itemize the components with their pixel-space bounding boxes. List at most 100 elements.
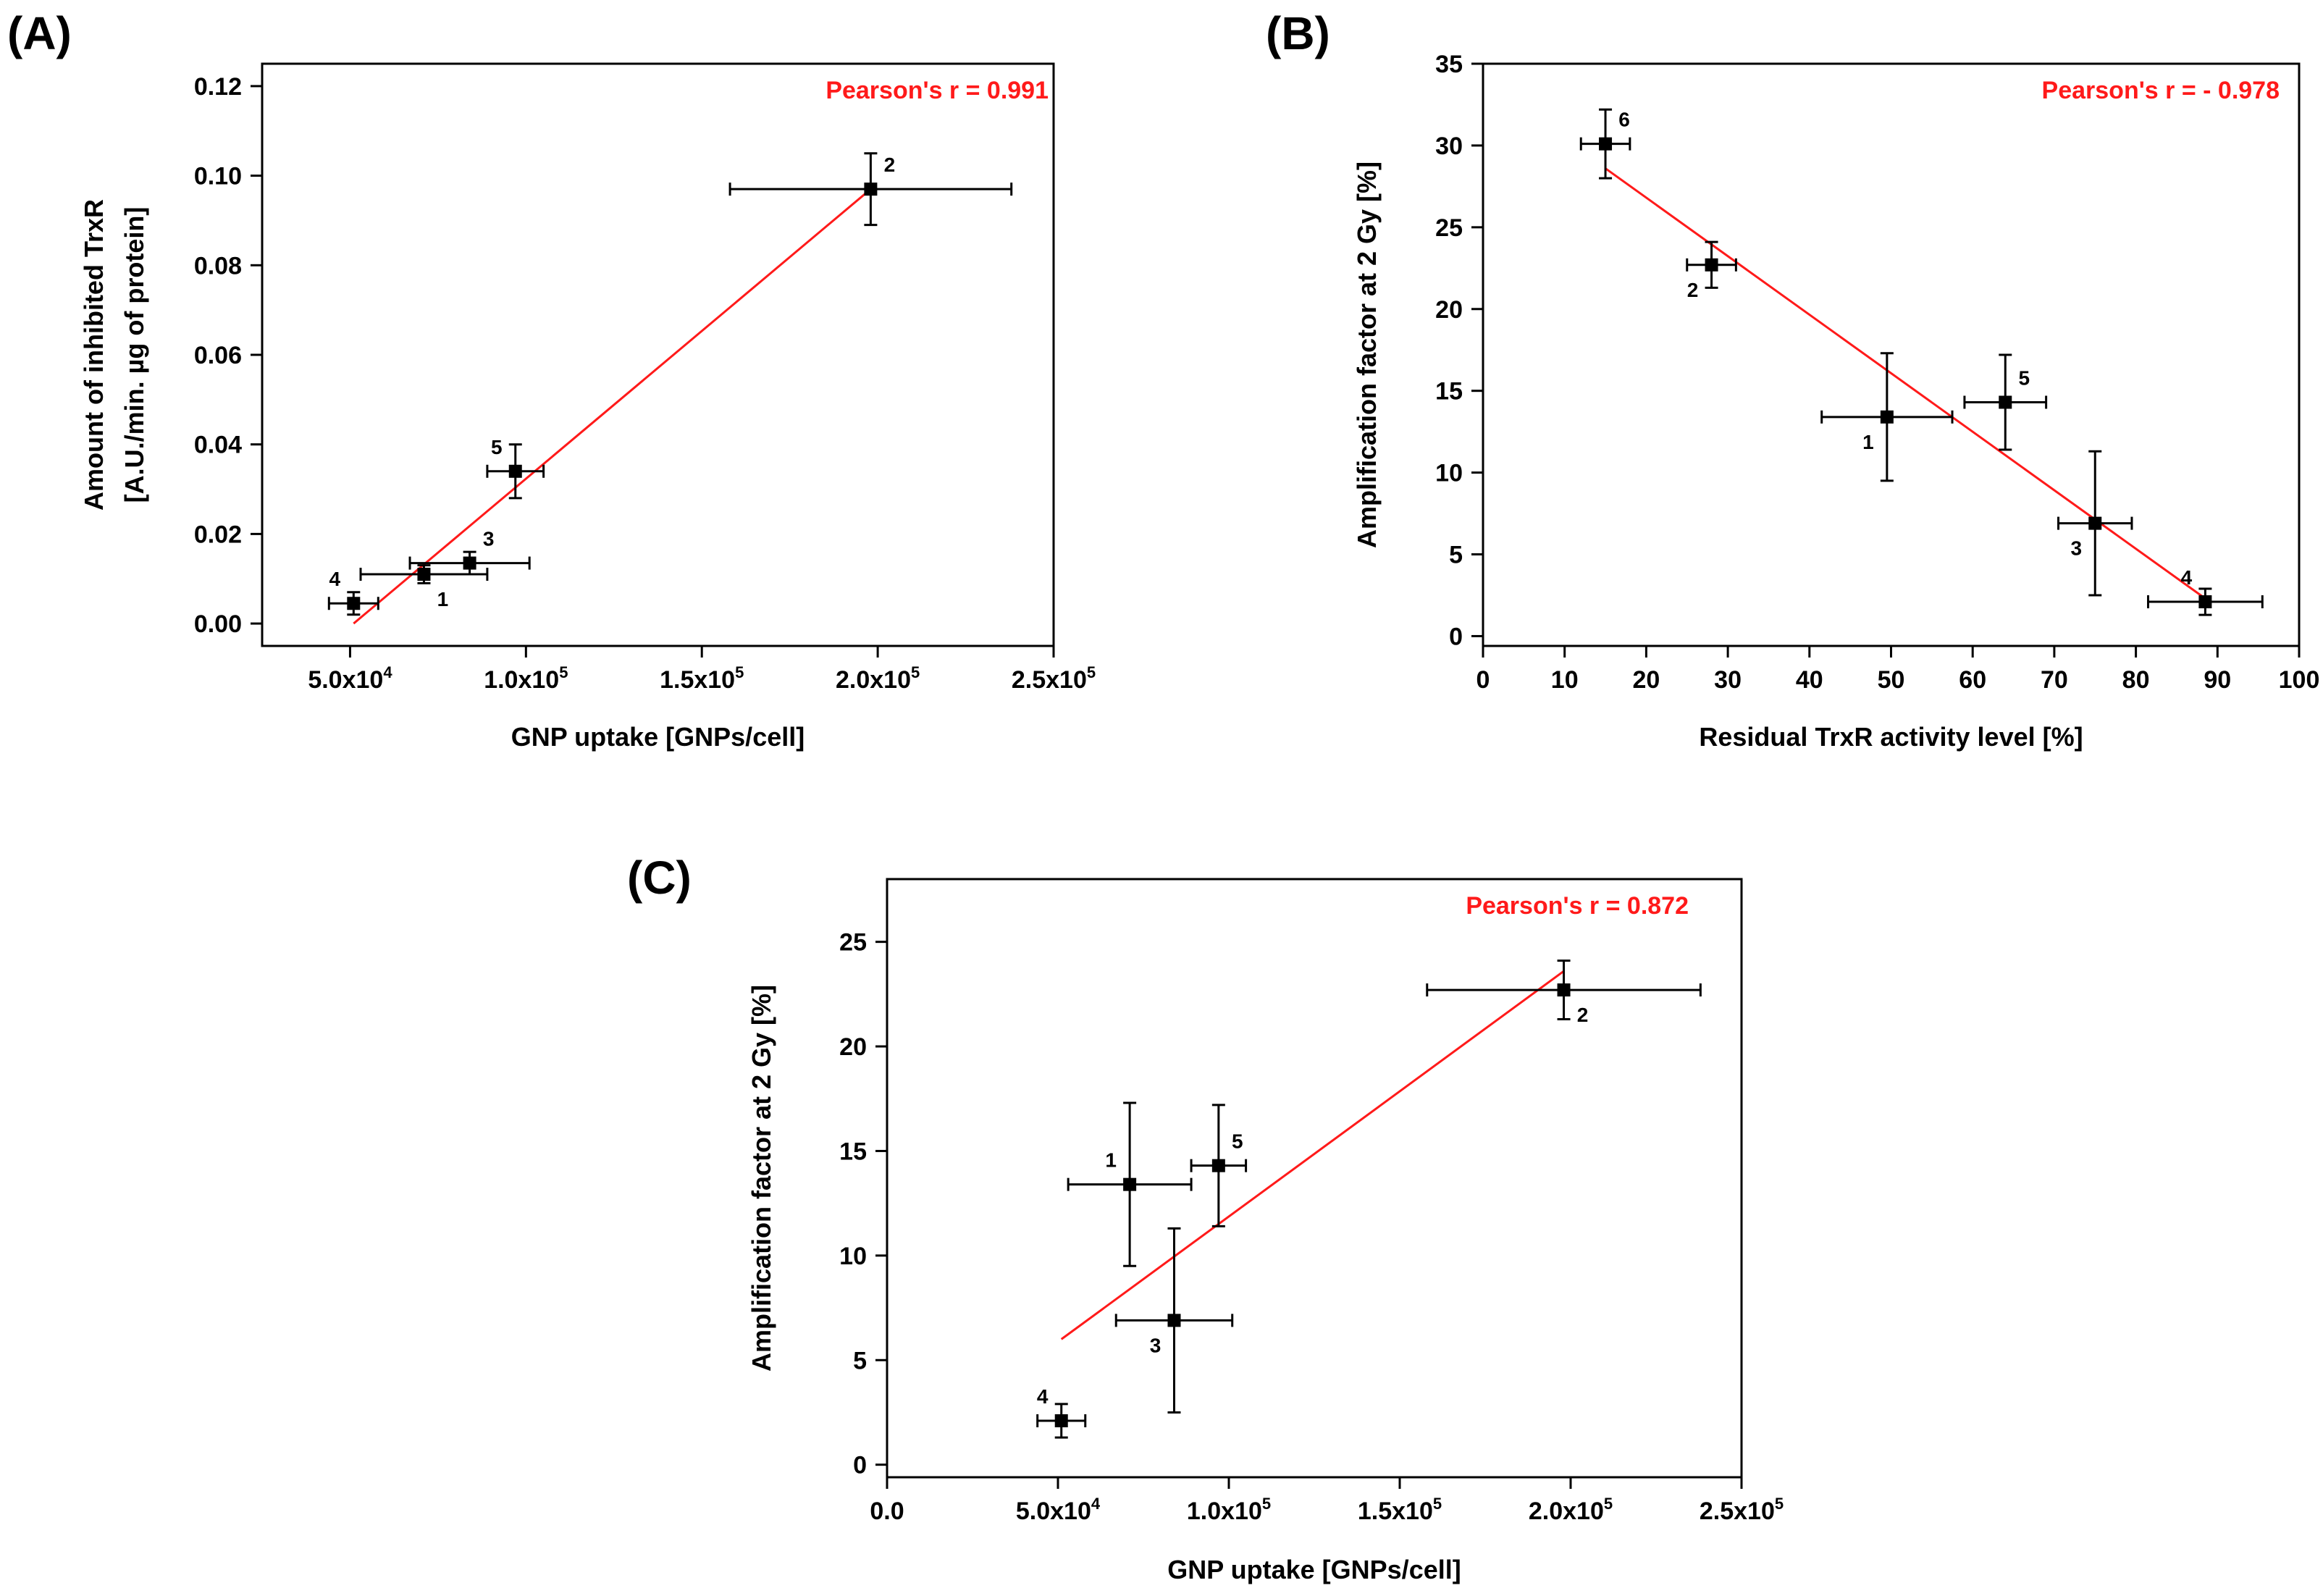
plot-frame (886, 878, 1743, 1479)
x-tick-label: 2.0x105 (1529, 1495, 1613, 1525)
x-tick-exponent: 5 (1087, 663, 1096, 681)
point-marker (463, 556, 476, 570)
point-marker (1211, 1159, 1225, 1172)
x-tick-label: 60 (1959, 666, 1986, 694)
y-tick-label: 25 (1435, 214, 1463, 242)
y-tick-label: 10 (1435, 460, 1463, 487)
y-tick-label: 10 (839, 1243, 867, 1270)
data-point-2: 2 (1686, 240, 1737, 301)
point-label: 3 (483, 528, 495, 550)
x-tick-mantissa: 1.5x10 (1358, 1498, 1433, 1525)
x-tick-exponent: 5 (1604, 1495, 1613, 1513)
x-tick-mantissa: 1.5x10 (660, 666, 735, 694)
point-label: 6 (1618, 109, 1630, 131)
x-tick-label: 2.5x105 (1012, 663, 1096, 694)
y-tick-label: 0.08 (194, 252, 242, 280)
point-marker (1880, 410, 1894, 424)
x-tick-label: 30 (1714, 666, 1742, 694)
point-label: 1 (1105, 1149, 1117, 1172)
x-tick-label: 2.5x105 (1700, 1495, 1784, 1525)
y-tick-label: 0.04 (194, 432, 242, 459)
x-tick-label: 2.0x105 (836, 663, 920, 694)
point-marker (347, 597, 361, 610)
point-label: 2 (1577, 1004, 1589, 1026)
y-tick-label: 0 (853, 1452, 867, 1479)
x-tick-exponent: 5 (1433, 1495, 1442, 1513)
point-label: 1 (1862, 431, 1874, 453)
x-tick-mantissa: 2.5x10 (1700, 1498, 1775, 1525)
point-marker (864, 182, 878, 196)
x-tick-label: 1.5x105 (1358, 1495, 1442, 1525)
data-point-4: 4 (2147, 566, 2264, 616)
point-label: 4 (1037, 1385, 1049, 1408)
point-marker (1557, 983, 1571, 997)
x-tick-exponent: 5 (1262, 1495, 1271, 1513)
point-label: 4 (329, 568, 341, 590)
point-marker (508, 464, 522, 478)
x-tick-label: 70 (2041, 666, 2068, 694)
pearson-annotation: Pearson's r = 0.872 (1466, 892, 1689, 920)
x-tick-mantissa: 2.0x10 (836, 666, 911, 694)
point-label: 3 (2070, 537, 2082, 560)
x-tick-label: 1.0x105 (1187, 1495, 1271, 1525)
x-tick-mantissa: 2.0x10 (1529, 1498, 1604, 1525)
pearson-annotation: Pearson's r = - 0.978 (2042, 77, 2280, 104)
point-marker (417, 568, 431, 581)
plot-frame (261, 62, 1055, 647)
data-point-4: 4 (327, 568, 379, 616)
y-tick-label: 25 (839, 929, 867, 957)
x-tick-label: 1.0x105 (484, 663, 568, 694)
y-tick-label: 30 (1435, 133, 1463, 160)
x-axis-title: GNP uptake [GNPs/cell] (1167, 1555, 1461, 1584)
x-tick-label: 20 (1632, 666, 1660, 694)
y-tick-label: 15 (1435, 378, 1463, 406)
x-tick-exponent: 4 (383, 663, 392, 681)
point-marker (1123, 1177, 1137, 1191)
y-tick-label: 15 (839, 1138, 867, 1165)
y-axis-title: [A.U./min. µg of protein] (119, 207, 149, 503)
data-point-2: 2 (728, 152, 1013, 227)
panel-label: (B) (1266, 7, 1330, 59)
x-tick-label: 5.0x104 (308, 663, 392, 694)
x-tick-exponent: 5 (1775, 1495, 1784, 1513)
data-point-5: 5 (486, 436, 545, 500)
chart-panel-a: (A)0.000.020.040.060.080.100.125.0x104 1.… (7, 7, 1096, 752)
y-tick-label: 0.02 (194, 521, 242, 548)
point-label: 5 (2018, 366, 2030, 389)
y-tick-label: 0.00 (194, 610, 242, 638)
fit-line (353, 188, 872, 625)
x-tick-exponent: 4 (1091, 1495, 1101, 1513)
panel-label: (C) (627, 852, 692, 904)
point-label: 5 (491, 436, 503, 458)
x-tick-label: 50 (1878, 666, 1905, 694)
x-tick-mantissa: 5.0x10 (308, 666, 383, 694)
x-tick-label: 5.0x104 (1016, 1495, 1101, 1525)
x-tick-label: 40 (1796, 666, 1823, 694)
y-tick-label: 0.12 (194, 73, 242, 101)
x-tick-mantissa: 0.0 (870, 1498, 904, 1525)
point-marker (1054, 1414, 1068, 1428)
point-marker (1999, 395, 2012, 409)
point-marker (2088, 516, 2102, 530)
point-marker (2198, 595, 2212, 609)
y-tick-label: 5 (1449, 542, 1463, 569)
x-tick-exponent: 5 (911, 663, 920, 681)
data-point-3: 3 (2057, 450, 2133, 597)
y-tick-label: 20 (839, 1033, 867, 1061)
x-tick-mantissa: 1.0x10 (1187, 1498, 1262, 1525)
data-point-6: 6 (1579, 109, 1631, 180)
y-tick-label: 35 (1435, 51, 1463, 78)
y-tick-label: 0.10 (194, 163, 242, 190)
x-tick-label: 90 (2204, 666, 2231, 694)
pearson-annotation: Pearson's r = 0.991 (826, 77, 1049, 104)
x-tick-mantissa: 2.5x10 (1012, 666, 1087, 694)
x-tick-label: 1.5x105 (660, 663, 744, 694)
y-tick-label: 5 (853, 1347, 867, 1374)
point-marker (1705, 258, 1718, 272)
point-label: 5 (1232, 1130, 1243, 1153)
y-tick-label: 0 (1449, 623, 1463, 650)
x-tick-label: 80 (2122, 666, 2150, 694)
x-tick-mantissa: 1.0x10 (484, 666, 559, 694)
